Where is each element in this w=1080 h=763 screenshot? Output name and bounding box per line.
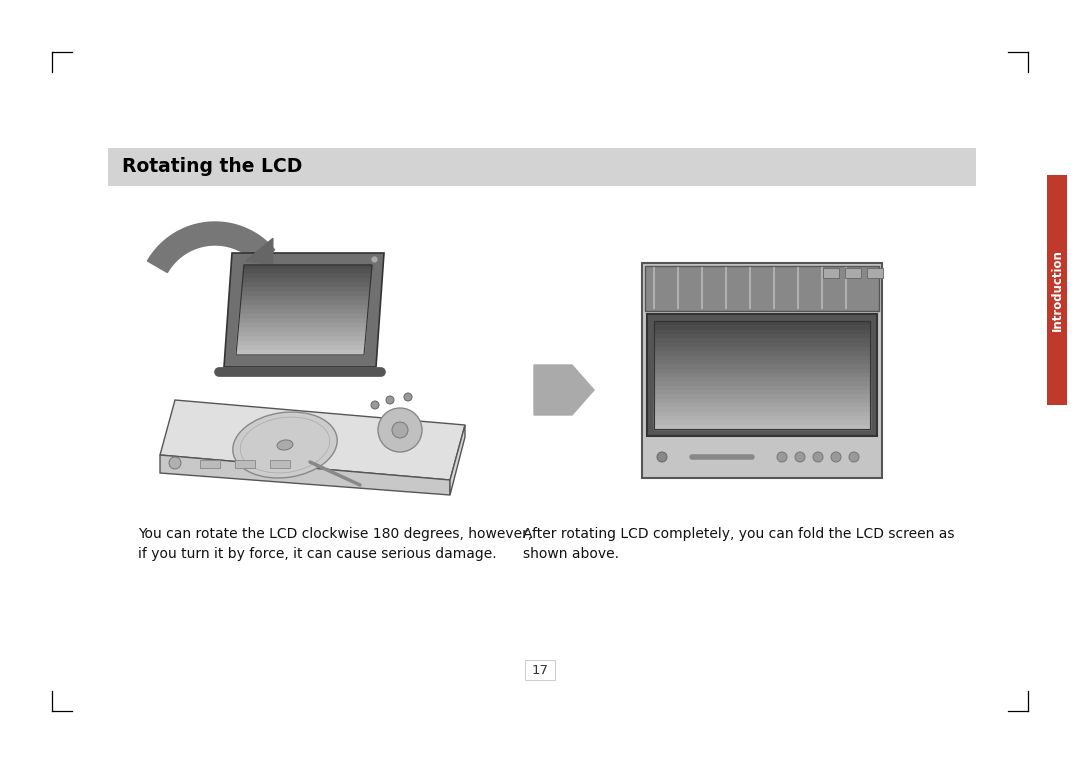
Polygon shape xyxy=(654,321,870,325)
Polygon shape xyxy=(241,301,368,305)
Polygon shape xyxy=(237,350,364,355)
Polygon shape xyxy=(238,333,366,337)
Circle shape xyxy=(404,393,411,401)
Polygon shape xyxy=(654,369,870,373)
Text: After rotating LCD completely, you can fold the LCD screen as: After rotating LCD completely, you can f… xyxy=(523,527,955,541)
Polygon shape xyxy=(654,377,870,382)
Polygon shape xyxy=(238,328,366,333)
Polygon shape xyxy=(241,292,369,297)
Circle shape xyxy=(777,452,787,462)
Polygon shape xyxy=(654,343,870,347)
Polygon shape xyxy=(240,310,368,314)
Polygon shape xyxy=(240,305,368,310)
Polygon shape xyxy=(654,399,870,403)
Polygon shape xyxy=(241,297,369,301)
Polygon shape xyxy=(237,346,365,350)
Bar xyxy=(654,321,870,429)
Text: You can rotate the LCD clockwise 180 degrees, however,: You can rotate the LCD clockwise 180 deg… xyxy=(138,527,532,541)
Polygon shape xyxy=(237,342,365,346)
Polygon shape xyxy=(654,425,870,429)
Polygon shape xyxy=(654,330,870,334)
Text: Introduction: Introduction xyxy=(1051,249,1064,331)
Polygon shape xyxy=(148,222,274,272)
Polygon shape xyxy=(654,420,870,425)
Text: 17: 17 xyxy=(531,664,549,677)
Polygon shape xyxy=(654,394,870,399)
Polygon shape xyxy=(239,319,367,324)
Polygon shape xyxy=(654,373,870,377)
Circle shape xyxy=(378,408,422,452)
Polygon shape xyxy=(238,337,366,342)
Polygon shape xyxy=(654,407,870,412)
Polygon shape xyxy=(243,269,372,274)
Polygon shape xyxy=(654,338,870,343)
Polygon shape xyxy=(654,334,870,338)
Bar xyxy=(235,460,255,468)
Circle shape xyxy=(168,457,181,469)
Polygon shape xyxy=(450,425,465,495)
Bar xyxy=(642,263,882,478)
Polygon shape xyxy=(654,351,870,356)
Circle shape xyxy=(372,401,379,409)
Circle shape xyxy=(386,396,394,404)
Polygon shape xyxy=(160,400,465,480)
Bar xyxy=(645,266,879,311)
Polygon shape xyxy=(160,455,450,495)
Text: shown above.: shown above. xyxy=(523,547,619,561)
Polygon shape xyxy=(654,382,870,386)
Bar xyxy=(845,268,861,278)
Bar xyxy=(270,460,291,468)
Polygon shape xyxy=(239,324,367,328)
Polygon shape xyxy=(654,416,870,420)
Ellipse shape xyxy=(233,412,337,478)
Circle shape xyxy=(657,452,667,462)
Polygon shape xyxy=(654,360,870,364)
Polygon shape xyxy=(246,238,273,265)
Polygon shape xyxy=(654,390,870,394)
Text: if you turn it by force, it can cause serious damage.: if you turn it by force, it can cause se… xyxy=(138,547,497,561)
Polygon shape xyxy=(654,412,870,416)
Text: Rotating the LCD: Rotating the LCD xyxy=(122,157,302,176)
Bar xyxy=(200,460,220,468)
Bar xyxy=(525,660,555,680)
Polygon shape xyxy=(654,347,870,351)
Bar xyxy=(1047,175,1067,405)
Polygon shape xyxy=(239,314,367,319)
Bar xyxy=(867,268,883,278)
Polygon shape xyxy=(224,253,384,367)
Circle shape xyxy=(849,452,859,462)
Polygon shape xyxy=(242,283,370,288)
Bar xyxy=(647,314,877,436)
Polygon shape xyxy=(534,365,594,415)
Polygon shape xyxy=(242,278,370,283)
Polygon shape xyxy=(654,403,870,407)
Polygon shape xyxy=(654,325,870,330)
Bar xyxy=(108,148,976,186)
Bar xyxy=(823,268,839,278)
Circle shape xyxy=(831,452,841,462)
Polygon shape xyxy=(654,386,870,390)
Polygon shape xyxy=(654,356,870,360)
Circle shape xyxy=(813,452,823,462)
Ellipse shape xyxy=(278,440,293,450)
Polygon shape xyxy=(244,265,372,269)
Polygon shape xyxy=(654,364,870,369)
Polygon shape xyxy=(243,274,372,278)
Circle shape xyxy=(795,452,805,462)
Polygon shape xyxy=(242,288,370,292)
Circle shape xyxy=(392,422,408,438)
